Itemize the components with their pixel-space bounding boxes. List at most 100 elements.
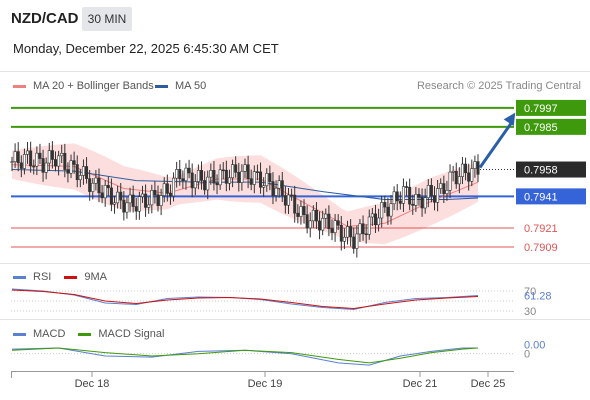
- candle-body: [184, 167, 188, 182]
- candle-body: [190, 172, 194, 189]
- candle-body: [299, 206, 303, 217]
- candle-body: [265, 173, 269, 187]
- candle-body: [283, 195, 287, 206]
- candle-body: [165, 183, 169, 194]
- candle-body: [175, 169, 179, 179]
- candle-body: [370, 213, 374, 218]
- candle-body: [168, 193, 172, 197]
- candle-body: [286, 194, 290, 206]
- candle-body: [78, 175, 82, 181]
- ma20-swatch: [13, 84, 26, 88]
- macd-signal-line: [11, 347, 479, 364]
- rsi-value: 61.28: [524, 290, 552, 302]
- candle-body: [346, 226, 350, 238]
- rsi-tick-70: 70: [524, 286, 536, 298]
- macd-signal-label: MACD Signal: [98, 328, 165, 340]
- candle-body: [314, 209, 318, 222]
- candle-body: [125, 202, 129, 213]
- candle-body: [147, 204, 151, 208]
- candle-body: [75, 164, 79, 181]
- candle-body: [50, 150, 54, 160]
- candle-body: [10, 161, 14, 163]
- legend-macd: MACD MACD Signal: [13, 328, 164, 340]
- rsi-ma-label: 9MA: [84, 271, 107, 283]
- level-label-0.7909: 0.7909: [524, 242, 558, 254]
- candle-body: [436, 188, 440, 203]
- rsi-panel: 70 30 61.28: [11, 286, 552, 318]
- time-label-Dec 19: Dec 19: [248, 378, 283, 390]
- candle-body: [81, 166, 85, 176]
- credit-label: Research © 2025 Trading Central: [416, 80, 581, 92]
- candle-body: [178, 169, 182, 180]
- candle-body: [193, 181, 197, 189]
- candle-body: [153, 189, 157, 196]
- candle-body: [439, 183, 443, 189]
- time-label-Dec 18: Dec 18: [75, 378, 110, 390]
- candle-body: [69, 160, 73, 174]
- candle-body: [280, 180, 284, 196]
- candle-body: [277, 180, 281, 189]
- candle-body: [305, 214, 309, 229]
- arrow-shaft: [478, 120, 514, 169]
- rsi-swatch: [13, 275, 26, 279]
- candle-body: [22, 154, 26, 169]
- candle-body: [293, 194, 297, 214]
- candle-body: [26, 150, 30, 155]
- candle-body: [259, 171, 263, 188]
- candle-body: [451, 170, 455, 173]
- candle-body: [212, 170, 216, 184]
- candle-body: [408, 186, 412, 205]
- candle-body: [13, 151, 17, 162]
- timeframe-button[interactable]: 30 MIN: [82, 7, 132, 31]
- candle-body: [290, 194, 294, 197]
- candle-body: [181, 178, 185, 182]
- candle-body: [389, 203, 393, 217]
- candle-body: [464, 163, 468, 174]
- candle-body: [231, 164, 235, 179]
- candle-body: [221, 169, 225, 172]
- legend-ma20: MA 20 + Bollinger Bands: [13, 80, 154, 92]
- rsi-ma-swatch: [64, 275, 78, 279]
- candle-body: [336, 220, 340, 226]
- level-label-0.7985: 0.7985: [524, 122, 558, 134]
- candle-body: [442, 183, 446, 194]
- candle-body: [405, 186, 409, 188]
- candle-body: [200, 170, 204, 181]
- rsi-title: RSI: [33, 271, 52, 283]
- candle-body: [243, 164, 247, 172]
- candle-body: [467, 172, 471, 182]
- candle-body: [122, 199, 126, 213]
- candle-body: [333, 220, 337, 233]
- legend-ma50-label: MA 50: [175, 80, 207, 92]
- candle-body: [44, 162, 48, 173]
- candle-body: [234, 164, 238, 173]
- level-label-0.7997: 0.7997: [524, 103, 558, 115]
- candle-body: [476, 161, 480, 175]
- candle-body: [162, 183, 166, 196]
- candle-body: [274, 187, 278, 196]
- candle-body: [349, 226, 353, 238]
- candle-body: [364, 233, 368, 236]
- macd-title: MACD: [33, 328, 66, 340]
- candle-body: [47, 150, 51, 164]
- candle-body: [218, 169, 222, 186]
- macd-swatch: [13, 332, 26, 336]
- candle-body: [32, 165, 36, 168]
- candle-body: [113, 202, 117, 205]
- candle-body: [392, 191, 396, 205]
- candle-body: [383, 202, 387, 208]
- candle-body: [395, 191, 399, 202]
- candle-body: [373, 213, 377, 226]
- symbol-title: NZD/CAD: [11, 10, 79, 27]
- candle-body: [227, 177, 231, 184]
- candle-body: [445, 189, 449, 194]
- candle-body: [417, 194, 421, 198]
- datetime-label: Monday, December 22, 2025 6:45:30 AM CET: [13, 41, 279, 56]
- last-price-badge: [516, 161, 586, 178]
- arrow-head: [503, 112, 516, 126]
- candle-body: [103, 184, 107, 199]
- candle-body: [296, 212, 300, 217]
- candle-body: [63, 152, 67, 170]
- candle-body: [252, 171, 256, 185]
